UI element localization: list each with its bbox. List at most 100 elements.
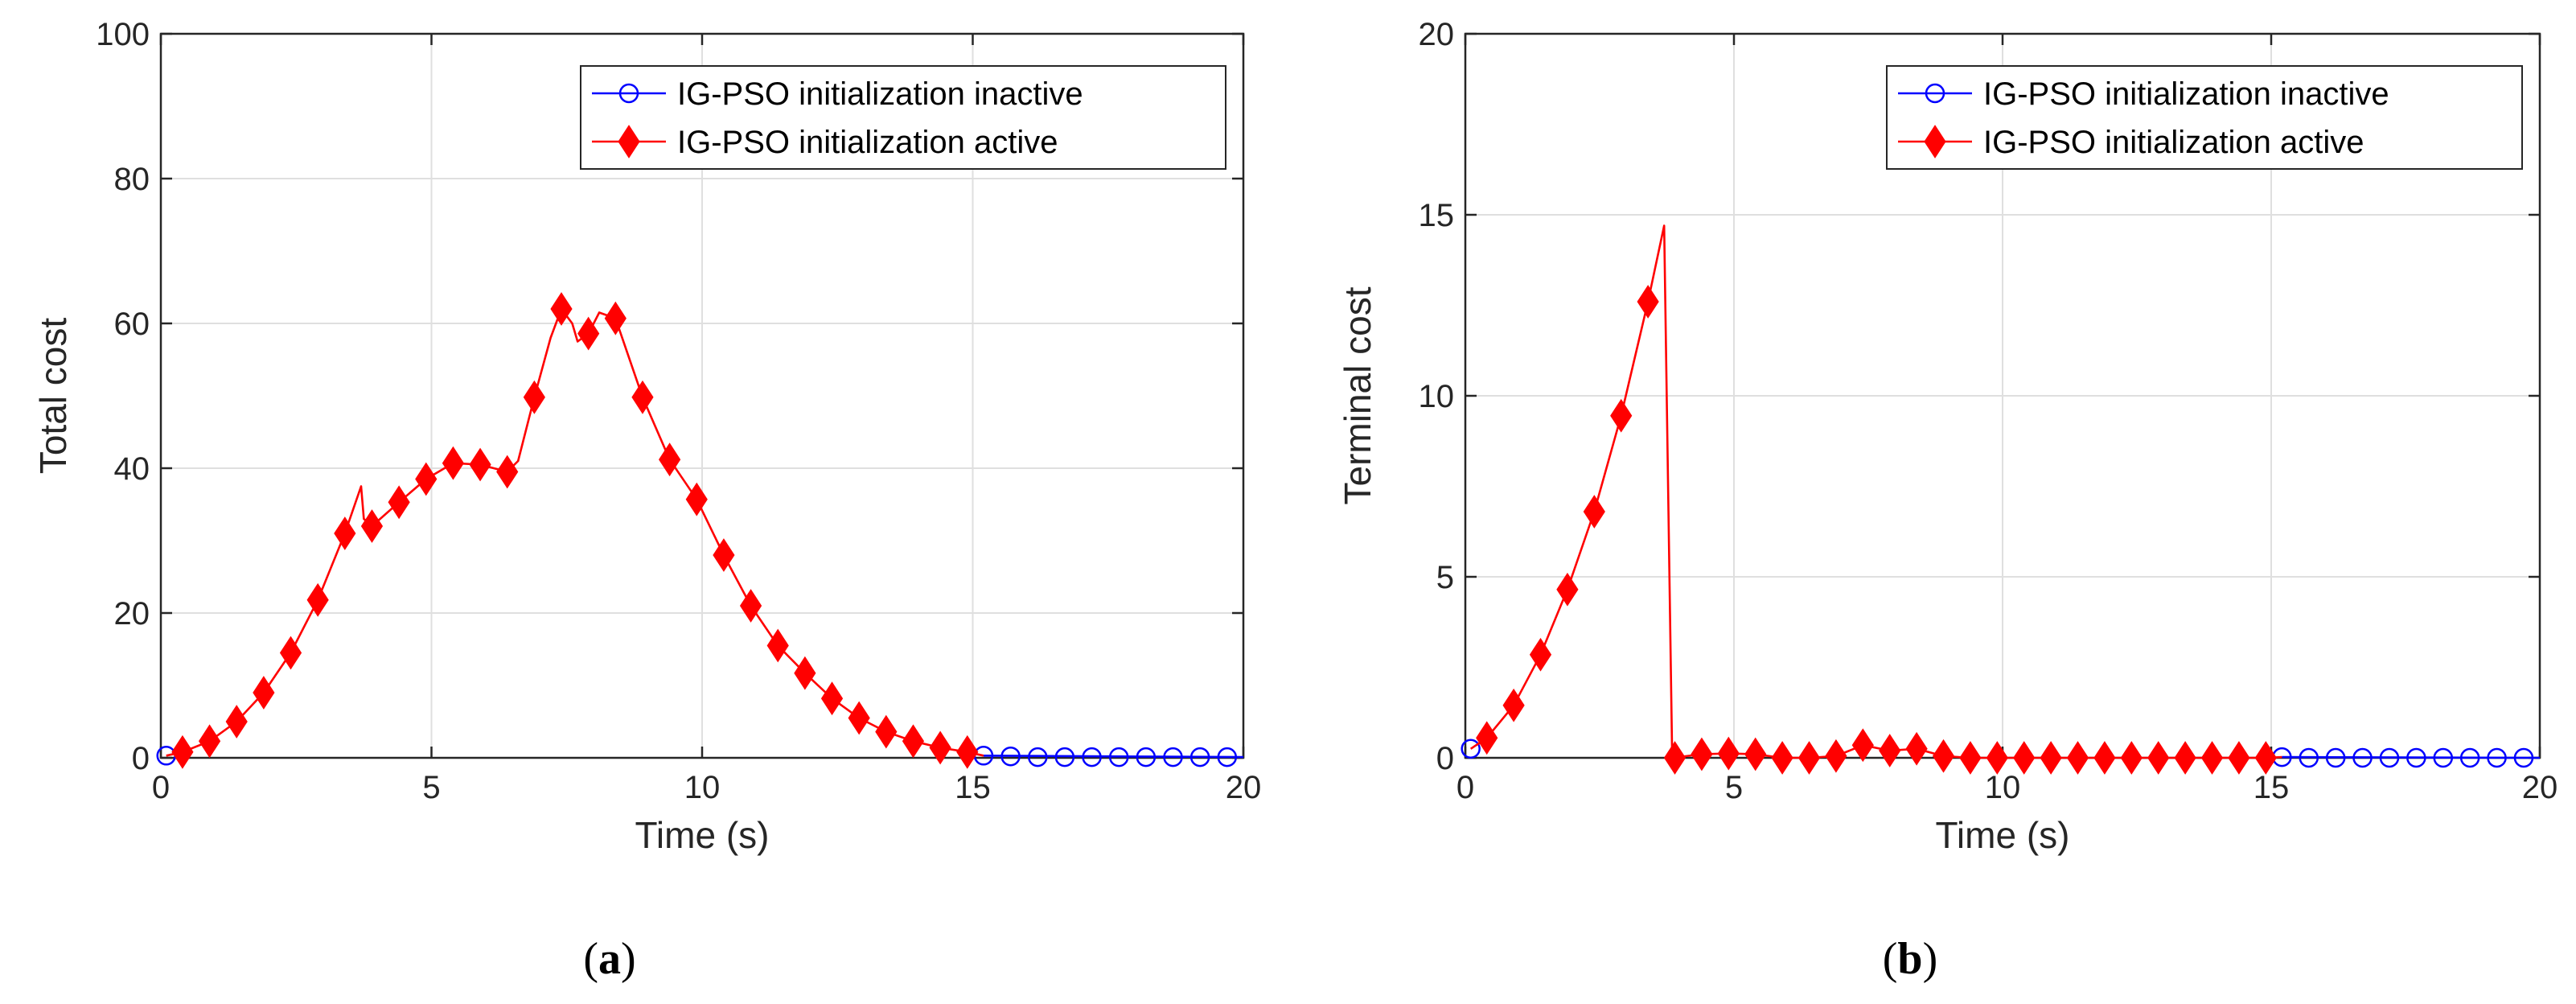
- panel-a-series-active-point-6: [334, 516, 356, 550]
- panel-a-legend-label-active: IG-PSO initialization active: [677, 125, 1058, 160]
- panel-b-series-active-point-28: [2228, 741, 2250, 775]
- panel-a-legend-marker-active: [618, 125, 640, 158]
- panel-a-series-active-point-21: [739, 589, 762, 623]
- panel-a-series-active-point-2: [225, 705, 248, 739]
- panel-b-legend-label-inactive: IG-PSO initialization inactive: [1983, 76, 2389, 112]
- panel-b-xlabel: Time (s): [1936, 814, 2070, 856]
- panel-b-ytick-label-20: 20: [1419, 17, 1455, 52]
- panel-a-series-active-point-25: [848, 701, 870, 735]
- panel-b-series-active-point-22: [2066, 741, 2089, 775]
- panel-a-series-active-point-0: [171, 734, 194, 769]
- panel-b-series-inactive-point-9: [2487, 747, 2507, 768]
- panel-b-xtick-label-20: 20: [2522, 770, 2558, 805]
- panel-a-series-active-point-10: [442, 446, 465, 480]
- panel-b-series-active-point-27: [2200, 741, 2224, 775]
- panel-b-series-active-point-20: [2013, 741, 2036, 775]
- panel-a-series-active-point-8: [388, 485, 410, 520]
- panel-b-series-active-point-1: [1502, 688, 1525, 722]
- panel-b-series-inactive-point-8: [2459, 747, 2480, 768]
- panel-b-series-inactive-point-0: [1461, 739, 1481, 759]
- panel-b-series-active-point-24: [2120, 741, 2143, 775]
- panel-a-ytick-label-40: 40: [114, 451, 150, 487]
- panel-a-series-inactive-point-5: [1082, 747, 1102, 767]
- panel-b-legend-box: [1886, 65, 2523, 170]
- panel-a-legend-label-inactive: IG-PSO initialization inactive: [677, 76, 1083, 112]
- panel-b-series-inactive-point-10: [2513, 747, 2534, 768]
- panel-b-ytick-label-5: 5: [1436, 560, 1454, 595]
- panel-a-series-active-point-17: [631, 380, 654, 414]
- panel-a-series-active-point-13: [523, 380, 545, 414]
- panel-b-series-inactive-point-6: [2406, 747, 2426, 768]
- panel-b-series-active-point-6: [1637, 285, 1659, 319]
- panel-a-series-active-point-16: [604, 301, 627, 335]
- panel-a-xtick-label-10: 10: [684, 770, 721, 805]
- panel-a-series-active-point-15: [577, 316, 600, 351]
- panel-b-series-active-point-2: [1529, 637, 1552, 672]
- panel-a-total-cost-chart: 0 5 10 15 20 0 20 40 60 80 100 Time (s) Total cost IG…: [32, 17, 1261, 856]
- panel-b-legend-label-active: IG-PSO initialization active: [1983, 125, 2364, 160]
- panel-b-series-inactive-point-3: [2325, 747, 2346, 768]
- panel-b-ytick-label-0: 0: [1436, 741, 1454, 776]
- panel-b-series-active-point-7: [1663, 741, 1687, 775]
- panel-b-xtick-label-15: 15: [2253, 770, 2290, 805]
- panel-a-series-active-point-27: [902, 724, 925, 759]
- panel-b-series-active-point-21: [2040, 741, 2062, 775]
- panel-a-series-inactive-point-6: [1108, 747, 1129, 767]
- panel-a-ytick-label-20: 20: [114, 596, 150, 632]
- panel-a-ytick-label-80: 80: [114, 162, 150, 197]
- panel-b-series-active-point-19: [1986, 741, 2008, 775]
- panel-b-series-active-point-9: [1717, 736, 1740, 771]
- panel-b-series-active-point-8: [1691, 737, 1713, 772]
- panel-a-series-active-point-12: [496, 455, 519, 489]
- panel-a-xtick-label-5: 5: [422, 770, 440, 805]
- panel-a-xtick-label-15: 15: [955, 770, 991, 805]
- panel-a-series-inactive-point-8: [1163, 747, 1183, 767]
- panel-a-xlabel: Time (s): [635, 814, 770, 856]
- panel-a-series-active-point-3: [253, 676, 275, 710]
- panel-a-ytick-label-0: 0: [132, 741, 150, 776]
- panel-a-series-inactive-point-2: [1000, 746, 1021, 767]
- panel-b-series-active-point-13: [1825, 739, 1847, 773]
- panel-a-legend-marker-inactive: [618, 83, 639, 104]
- panel-b-series-active-point-29: [2254, 741, 2277, 775]
- panel-b-series-active-point-26: [2174, 741, 2196, 775]
- panel-a-series-inactive-point-7: [1136, 747, 1157, 767]
- panel-a-series-active-point-24: [820, 681, 844, 716]
- panel-b-series-active-point-16: [1905, 731, 1928, 766]
- panel-a-series-active-point-4: [279, 636, 302, 670]
- panel-b-series-active-point-5: [1610, 398, 1633, 433]
- panel-b-series-inactive-point-2: [2299, 747, 2319, 768]
- panel-a-ytick-label-100: 100: [96, 17, 150, 52]
- panel-b-series-active-point-14: [1851, 728, 1874, 763]
- panel-a-series-active-point-14: [550, 292, 573, 326]
- panel-b-xtick-label-10: 10: [1985, 770, 2021, 805]
- panel-a-ylabel: Total cost: [32, 318, 74, 475]
- panel-b-series-active-point-0: [1476, 721, 1498, 755]
- panel-b-ylabel: Terminal cost: [1337, 286, 1378, 504]
- panel-a-legend: IG-PSO initialization inactive IG-PSO ini…: [580, 65, 1226, 170]
- panel-a-series-active-point-9: [415, 462, 438, 496]
- panel-a-series-active-point-7: [360, 509, 384, 543]
- panel-a-series-active-point-19: [685, 482, 708, 516]
- panel-a-series-active-point-5: [306, 582, 329, 617]
- panel-a-series-inactive-point-9: [1189, 747, 1210, 767]
- panel-a-series-active-point-20: [713, 538, 735, 572]
- caption-b: (b): [1883, 934, 1937, 984]
- panel-b-series-active-point-12: [1797, 741, 1821, 775]
- panel-a-series-active-point-26: [875, 714, 898, 749]
- panel-b-ytick-label-15: 15: [1419, 198, 1455, 233]
- panel-a-series-active-point-22: [766, 628, 789, 663]
- panel-b-series-active-point-15: [1879, 734, 1901, 767]
- caption-a: (a): [583, 934, 635, 984]
- panel-a-series-active-point-18: [659, 442, 681, 477]
- panel-b-series-active-point-25: [2147, 741, 2170, 775]
- panel-b-xtick-label-0: 0: [1456, 770, 1474, 805]
- panel-b-xtick-label-5: 5: [1725, 770, 1743, 805]
- panel-a-series-inactive-line: [983, 755, 1244, 759]
- panel-b-series-inactive-point-7: [2433, 747, 2454, 768]
- panel-b-series-active-point-17: [1932, 739, 1955, 773]
- panel-b-series-inactive-line: [2282, 755, 2541, 759]
- panel-b-legend-marker-active: [1924, 125, 1946, 158]
- panel-b-series-active-point-3: [1556, 572, 1579, 607]
- panel-a-series-active-point-29: [956, 734, 979, 769]
